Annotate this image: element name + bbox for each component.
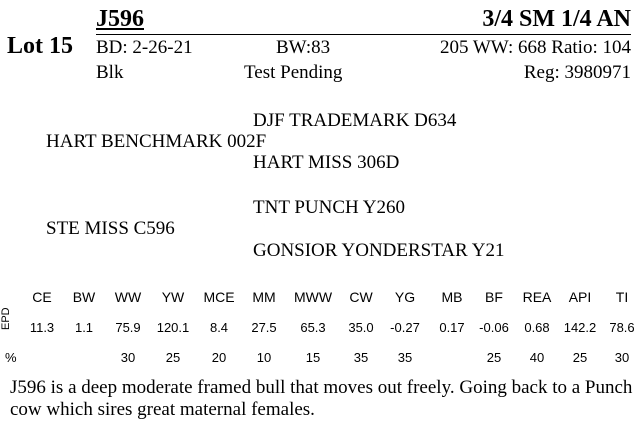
birth-weight: BW:83 bbox=[276, 37, 331, 58]
epd-header: TI bbox=[615, 289, 629, 305]
epd-header: MM bbox=[252, 289, 276, 305]
epd-value: 11.3 bbox=[29, 320, 55, 335]
epd-percentile: 25 bbox=[165, 350, 181, 365]
epd-header: BF bbox=[485, 289, 503, 305]
header-divider bbox=[96, 34, 631, 35]
epd-value: 0.68 bbox=[524, 320, 550, 335]
epd-value: 78.6 bbox=[609, 320, 635, 335]
bull-description: J596 is a deep moderate framed bull that… bbox=[10, 377, 633, 420]
epd-header: MCE bbox=[203, 289, 235, 305]
epd-header: YW bbox=[161, 289, 185, 305]
animal-id: J596 bbox=[96, 6, 144, 32]
epd-percentile: 10 bbox=[256, 350, 272, 365]
breed-composition: 3/4 SM 1/4 AN bbox=[482, 6, 631, 32]
pedigree-sire-dam: HART MISS 306D bbox=[253, 152, 400, 173]
test-status: Test Pending bbox=[244, 62, 343, 83]
weaning-weight: 205 WW: 668 Ratio: 104 bbox=[439, 37, 631, 58]
epd-percentile: 20 bbox=[211, 350, 227, 365]
epd-header: YG bbox=[394, 289, 416, 305]
epd-header: CW bbox=[349, 289, 373, 305]
epd-value: -0.27 bbox=[390, 320, 420, 335]
epd-percentile: 15 bbox=[305, 350, 321, 365]
birth-date: BD: 2-26-21 bbox=[96, 37, 193, 58]
epd-header: CE bbox=[32, 289, 52, 305]
epd-row-label: EPD bbox=[0, 307, 12, 330]
epd-percentile: 25 bbox=[572, 350, 588, 365]
epd-value: 1.1 bbox=[74, 320, 94, 335]
epd-value: 8.4 bbox=[209, 320, 229, 335]
epd-value: 27.5 bbox=[251, 320, 277, 335]
percentile-row-label: % bbox=[5, 350, 17, 365]
epd-value: 75.9 bbox=[115, 320, 141, 335]
epd-percentile: 35 bbox=[397, 350, 413, 365]
epd-value: 0.17 bbox=[439, 320, 465, 335]
epd-header: WW bbox=[114, 289, 142, 305]
epd-header: REA bbox=[522, 289, 552, 305]
pedigree-dam-sire: TNT PUNCH Y260 bbox=[253, 197, 406, 218]
pedigree-sire-sire: DJF TRADEMARK D634 bbox=[253, 110, 457, 131]
epd-header: BW bbox=[72, 289, 96, 305]
epd-value: 142.2 bbox=[563, 320, 597, 335]
lot-number: Lot 15 bbox=[7, 33, 73, 59]
color: Blk bbox=[96, 62, 124, 83]
epd-value: 120.1 bbox=[156, 320, 190, 335]
epd-header: MB bbox=[441, 289, 463, 305]
epd-value: -0.06 bbox=[479, 320, 509, 335]
epd-value: 35.0 bbox=[348, 320, 374, 335]
pedigree-dam: STE MISS C596 bbox=[46, 218, 175, 239]
pedigree-sire: HART BENCHMARK 002F bbox=[46, 131, 267, 152]
epd-header: API bbox=[568, 289, 592, 305]
epd-header: MWW bbox=[293, 289, 333, 305]
epd-value: 65.3 bbox=[300, 320, 326, 335]
pedigree-dam-dam: GONSIOR YONDERSTAR Y21 bbox=[253, 240, 505, 261]
epd-percentile: 30 bbox=[120, 350, 136, 365]
epd-percentile: 35 bbox=[353, 350, 369, 365]
epd-percentile: 40 bbox=[529, 350, 545, 365]
epd-percentile: 25 bbox=[486, 350, 502, 365]
registration-number: Reg: 3980971 bbox=[523, 62, 631, 83]
epd-percentile: 30 bbox=[614, 350, 630, 365]
